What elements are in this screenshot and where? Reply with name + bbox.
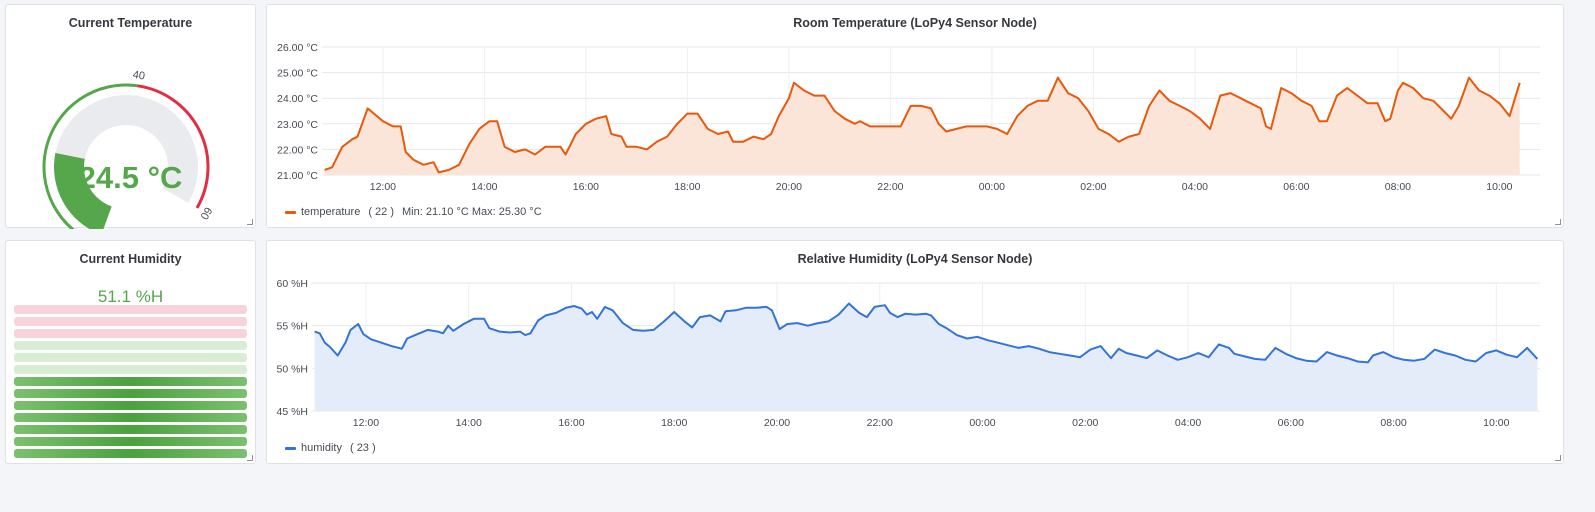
y-tick-label: 21.00 °C (277, 170, 318, 182)
humidity-bar-segment (14, 305, 247, 314)
x-tick-label: 12:00 (370, 181, 396, 193)
x-tick-label: 22:00 (867, 417, 893, 429)
humidity-bar-segment (14, 365, 247, 374)
x-tick-label: 04:00 (1175, 417, 1201, 429)
panel-title[interactable]: Relative Humidity (LoPy4 Sensor Node) (797, 252, 1033, 266)
series-line-humidity (314, 302, 1539, 364)
humidity-value: 51.1 %H (97, 287, 164, 306)
x-tick-label: 06:00 (1278, 417, 1304, 429)
gauge-threshold-label: 40 (132, 69, 146, 83)
y-tick-label: 22.00 °C (277, 144, 318, 156)
gauge-threshold-ok-arc (42, 83, 138, 229)
panel-title[interactable]: Current Temperature (68, 16, 193, 30)
x-tick-label: 00:00 (969, 417, 995, 429)
temperature-chart-panel: Room Temperature (LoPy4 Sensor Node) 21.… (266, 4, 1564, 228)
humidity-bargauge-panel: Current Humidity 51.1 %H (5, 240, 256, 464)
humidity-bar-segment (14, 353, 247, 362)
humidity-bar-segment (14, 389, 247, 398)
legend-swatch-icon (285, 446, 296, 450)
panel-title[interactable]: Current Humidity (79, 252, 182, 266)
x-tick-label: 08:00 (1380, 417, 1406, 429)
humidity-bar-segment (14, 341, 247, 350)
humidity-bar-segment (14, 329, 247, 338)
humidity-chart-panel: Relative Humidity (LoPy4 Sensor Node) 45… (266, 240, 1564, 464)
legend: temperature ( 22 ) Min: 21.10 °C Max: 25… (285, 206, 550, 218)
resize-handle-icon[interactable] (1555, 219, 1561, 225)
resize-handle-icon[interactable] (1555, 455, 1561, 461)
series-area (324, 77, 1520, 175)
temperature-gauge: 104060 (42, 69, 214, 229)
x-tick-label: 06:00 (1283, 181, 1309, 193)
humidity-bar-segment (14, 401, 247, 410)
legend-series-count: ( 22 ) (368, 206, 394, 218)
temperature-gauge-panel: Current Temperature 104060 24.5 °C (5, 4, 256, 229)
humidity-bar-segment (14, 377, 247, 386)
legend-series-count: ( 23 ) (349, 442, 376, 454)
x-tick-label: 14:00 (471, 181, 497, 193)
x-tick-label: 10:00 (1483, 417, 1509, 429)
series-line-temperature (324, 76, 1521, 174)
x-tick-label: 20:00 (776, 181, 802, 193)
x-tick-label: 16:00 (573, 181, 599, 193)
x-tick-label: 20:00 (764, 417, 790, 429)
y-tick-label: 50 %H (276, 363, 308, 375)
x-tick-label: 22:00 (877, 181, 903, 193)
y-tick-label: 24.00 °C (277, 93, 318, 105)
x-tick-label: 00:00 (979, 181, 1005, 193)
y-tick-label: 23.00 °C (277, 119, 318, 131)
humidity-bar-segment (14, 425, 247, 434)
panel-title[interactable]: Room Temperature (LoPy4 Sensor Node) (793, 16, 1037, 30)
gauge-threshold-warn-arc (137, 84, 210, 209)
x-tick-label: 14:00 (456, 417, 482, 429)
humidity-bar-segment (14, 317, 247, 326)
series-area (314, 303, 1538, 411)
legend: humidity ( 23 ) (285, 442, 384, 454)
legend-stats: Min: 21.10 °C Max: 25.30 °C (402, 206, 542, 218)
humidity-chart[interactable]: 45 %H 50 %H 55 %H 60 %H 12:00 14:00 16:00 18:00… (267, 241, 1565, 465)
resize-handle-icon[interactable] (247, 219, 253, 225)
resize-handle-icon[interactable] (247, 455, 253, 461)
x-tick-label: 10:00 (1486, 181, 1512, 193)
humidity-bar-segment (14, 449, 247, 458)
y-tick-label: 60 %H (276, 278, 308, 290)
y-tick-label: 45 %H (276, 406, 308, 418)
x-tick-label: 04:00 (1182, 181, 1208, 193)
legend-series-name[interactable]: temperature (301, 206, 361, 218)
gauge-value-band (54, 153, 112, 229)
temperature-value: 24.5 °C (78, 160, 183, 195)
x-tick-label: 16:00 (558, 417, 584, 429)
y-tick-label: 25.00 °C (277, 68, 318, 80)
legend-swatch-icon (285, 210, 296, 214)
gauge-max-label: 60 (197, 205, 214, 222)
humidity-bar-segment (14, 413, 247, 422)
temperature-chart[interactable]: 21.00 °C 22.00 °C 23.00 °C 24.00 °C 25.00 °C… (267, 5, 1565, 229)
x-tick-label: 02:00 (1080, 181, 1106, 193)
y-tick-label: 55 %H (276, 321, 308, 333)
x-tick-label: 08:00 (1385, 181, 1411, 193)
y-tick-label: 26.00 °C (277, 42, 318, 54)
x-tick-label: 12:00 (353, 417, 379, 429)
x-tick-label: 18:00 (661, 417, 687, 429)
x-tick-label: 02:00 (1072, 417, 1098, 429)
humidity-bar-segment (14, 437, 247, 446)
x-tick-label: 18:00 (674, 181, 700, 193)
legend-series-name[interactable]: humidity (301, 442, 342, 454)
